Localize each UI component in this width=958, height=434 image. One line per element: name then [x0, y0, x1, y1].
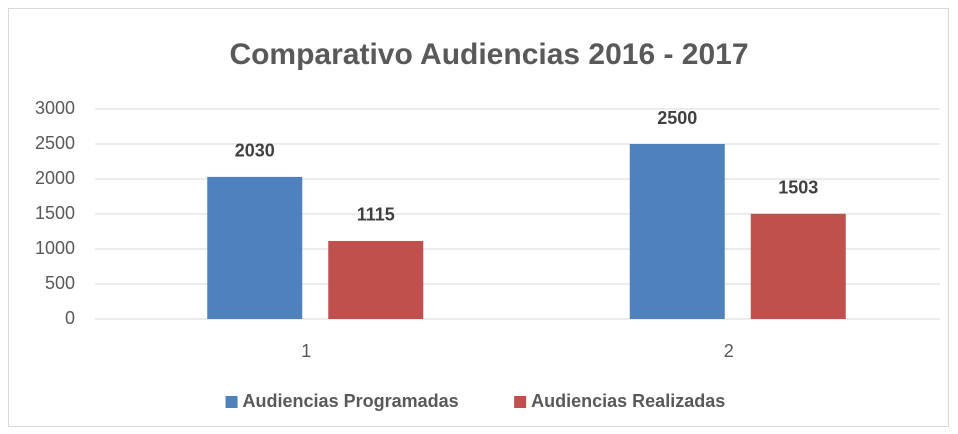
x-tick-label: 1 [301, 341, 311, 361]
y-tick-label: 1000 [35, 238, 75, 258]
legend-swatch [514, 396, 527, 408]
data-label: 1115 [357, 205, 395, 225]
chart-title: Comparativo Audiencias 2016 - 2017 [229, 38, 748, 71]
y-tick-label: 500 [45, 273, 75, 293]
bar [750, 213, 846, 319]
legend-label: Audiencias Realizadas [531, 391, 725, 411]
data-label: 2030 [235, 141, 275, 161]
y-tick-label: 0 [65, 308, 75, 328]
bar [328, 240, 424, 319]
y-tick-label: 3000 [35, 98, 75, 118]
legend-label: Audiencias Programadas [243, 391, 459, 411]
bar [207, 176, 303, 319]
legend-swatch [225, 396, 238, 408]
bar [629, 144, 725, 319]
data-label: 1503 [778, 178, 818, 198]
x-tick-label: 2 [724, 341, 734, 361]
y-tick-label: 2000 [35, 168, 75, 188]
y-tick-label: 2500 [35, 133, 75, 153]
y-tick-label: 1500 [35, 203, 75, 223]
data-label: 2500 [657, 108, 697, 128]
